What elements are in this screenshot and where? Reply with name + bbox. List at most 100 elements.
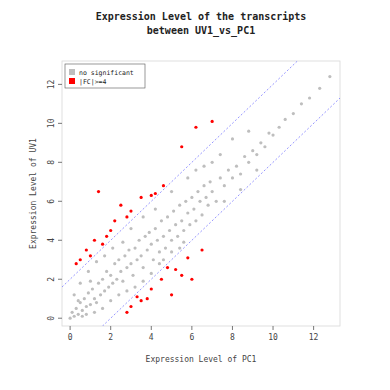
point [135,258,138,261]
point [162,184,165,187]
point [125,289,128,292]
point [109,274,112,277]
point [211,190,214,193]
point [308,96,311,99]
point [101,278,104,281]
y-tick [58,279,62,280]
point [166,266,169,269]
point [202,184,205,187]
point [284,118,287,121]
point [239,172,242,175]
point [164,246,167,249]
point [81,309,84,312]
title: Expression Level of the transcripts [96,11,307,22]
x-tick-label: 0 [68,333,73,342]
y-tick [58,162,62,163]
point [125,215,128,218]
point [223,184,226,187]
point [158,262,161,265]
point [91,287,94,290]
point [162,258,165,261]
point [152,258,155,261]
point [156,239,159,242]
point [129,227,132,230]
point [142,266,145,269]
point [150,287,153,290]
x-tick [151,326,152,330]
point [211,120,214,123]
point [180,145,183,148]
legend-swatch [69,69,75,75]
point [85,313,88,316]
point [192,207,195,210]
point [162,235,165,238]
point [174,268,177,271]
subtitle: between UV1_vs_PC1 [147,25,255,37]
point [211,161,214,164]
point [202,165,205,168]
point [142,215,145,218]
point [186,176,189,179]
point [146,297,149,300]
plot-frame [62,61,340,326]
point [328,75,331,78]
point [125,266,128,269]
point [176,235,179,238]
point [180,274,183,277]
point [223,200,226,203]
point [170,239,173,242]
x-tick [232,326,233,330]
point [89,303,92,306]
point [204,196,207,199]
point [160,278,163,281]
point [154,227,157,230]
point [109,299,112,302]
y-tick-label: 0 [47,316,56,321]
y-tick [58,201,62,202]
point [215,200,218,203]
point [87,270,90,273]
point [180,219,183,222]
x-tick [191,326,192,330]
point [231,137,234,140]
point [93,311,96,314]
point [168,229,171,232]
point [71,311,74,314]
point [123,254,126,257]
point [89,254,92,257]
point [129,305,132,308]
point [178,246,181,249]
point [105,235,108,238]
y-tick-label: 6 [47,199,56,204]
y-tick-label: 12 [47,79,56,89]
point [243,155,246,158]
point [170,250,173,253]
point [194,126,197,129]
x-axis-label: Expression Level of PC1 [146,355,257,364]
y-tick-label: 4 [47,238,56,243]
point [198,200,201,203]
x-tick-label: 12 [309,333,319,342]
point [73,315,76,318]
point [87,291,90,294]
point [117,293,120,296]
point [207,204,210,207]
point [129,262,132,265]
point [188,223,191,226]
point [190,196,193,199]
point [146,248,149,251]
x-tick-label: 4 [149,333,154,342]
legend-label: no significant [79,69,134,77]
x-tick-label: 8 [230,333,235,342]
point [69,317,72,320]
point [97,282,100,285]
point [121,280,124,283]
point [271,133,274,136]
point [227,169,230,172]
point [142,280,145,283]
y-axis-label: Expression Level of UV1 [29,138,38,249]
point [119,204,122,207]
point [85,248,88,251]
legend-box [65,64,145,88]
point [247,161,250,164]
